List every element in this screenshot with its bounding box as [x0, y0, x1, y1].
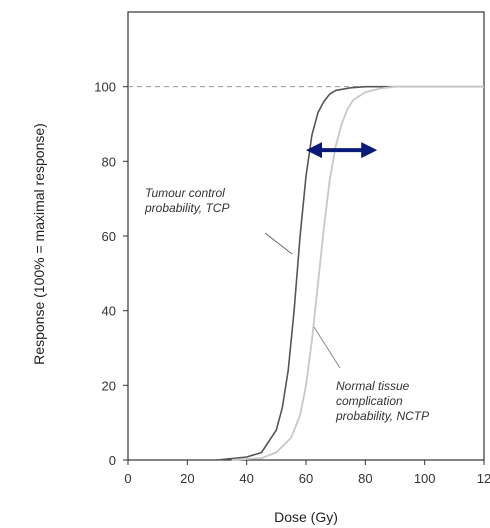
y-axis: 0 20 40 60 80 100 [94, 80, 128, 468]
nctp-annotation-line: complication [336, 394, 403, 408]
tcp-curve [216, 85, 484, 461]
nctp-curve [231, 85, 484, 461]
y-tick-label: 80 [102, 154, 116, 169]
tcp-annotation-line: probability, TCP [144, 201, 229, 215]
x-tick-label: 12 [477, 471, 490, 486]
y-axis-title: Response (100% = maximal response) [31, 123, 47, 365]
x-axis: 0 20 40 60 80 100 12 [124, 460, 490, 486]
plot-area [127, 11, 485, 461]
arrow-head-right [361, 142, 378, 159]
x-tick-label: 40 [239, 471, 253, 486]
tcp-annotation: Tumour control probability, TCP [144, 186, 229, 215]
y-tick-label: 100 [94, 80, 116, 95]
y-tick-label: 0 [109, 453, 116, 468]
x-tick-label: 60 [299, 471, 313, 486]
tcp-annotation-line: Tumour control [145, 186, 225, 200]
nctp-annotation: Normal tissue complication probability, … [335, 379, 429, 423]
y-tick-label: 60 [102, 229, 116, 244]
nctp-annotation-line: Normal tissue [336, 379, 410, 393]
x-tick-label: 100 [414, 471, 436, 486]
y-tick-label: 20 [102, 378, 116, 393]
tcp-leader-line [264, 232, 293, 255]
nctp-leader-line [313, 326, 341, 369]
y-tick-label: 40 [102, 304, 116, 319]
nctp-annotation-line: probability, NCTP [335, 409, 429, 423]
plot-frame [127, 11, 485, 461]
x-axis-title: Dose (Gy) [274, 509, 338, 525]
arrow-head-left [306, 142, 322, 159]
x-tick-label: 80 [358, 471, 372, 486]
x-tick-label: 0 [124, 471, 131, 486]
x-tick-label: 20 [180, 471, 194, 486]
